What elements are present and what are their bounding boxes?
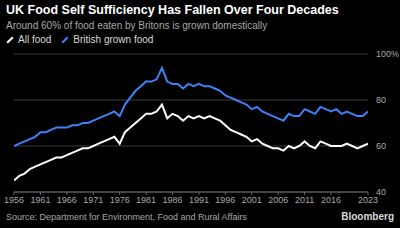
- svg-text:1981: 1981: [136, 195, 156, 205]
- svg-text:60: 60: [376, 141, 386, 151]
- svg-text:1991: 1991: [189, 195, 209, 205]
- html-text:Source: Department for Environ: Source: Department for Environment, Food…: [6, 212, 247, 222]
- svg-text:2001: 2001: [242, 195, 262, 205]
- svg-text:100%: 100%: [376, 49, 392, 59]
- svg-text:40: 40: [376, 187, 386, 197]
- svg-text:1961: 1961: [30, 195, 50, 205]
- html-text:Bloomberg: Bloomberg: [341, 211, 394, 222]
- svg-text:1956: 1956: [8, 195, 24, 205]
- svg-text:1971: 1971: [83, 195, 103, 205]
- html-text:British grown food: British grown food: [73, 34, 154, 45]
- svg-text:1986: 1986: [162, 195, 182, 205]
- svg-text:2011: 2011: [295, 195, 314, 205]
- svg-text:80: 80: [376, 95, 386, 105]
- svg-text:2006: 2006: [268, 195, 288, 205]
- html-text:Around 60% of food eaten by Br: Around 60% of food eaten by Britons is g…: [6, 20, 268, 31]
- svg-text:1996: 1996: [215, 195, 235, 205]
- svg-text:2023: 2023: [358, 195, 378, 205]
- html-text:UK Food Self Sufficiency Has F: UK Food Self Sufficiency Has Fallen Over…: [6, 3, 339, 17]
- svg-text:1976: 1976: [110, 195, 130, 205]
- html-text:All food: All food: [18, 34, 52, 45]
- svg-text:2016: 2016: [321, 195, 341, 205]
- svg-text:1966: 1966: [57, 195, 77, 205]
